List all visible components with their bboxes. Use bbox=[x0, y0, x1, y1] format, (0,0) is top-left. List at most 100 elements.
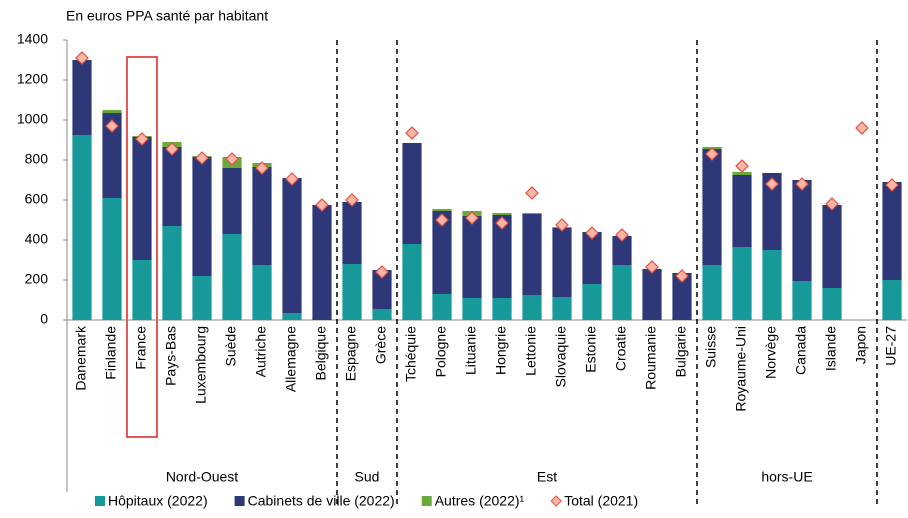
total-marker bbox=[315, 198, 329, 212]
x-tick-label: Japon bbox=[853, 326, 869, 364]
x-tick-label: Canada bbox=[793, 326, 809, 375]
bar-segment bbox=[282, 178, 302, 313]
x-tick-label: Allemagne bbox=[283, 326, 299, 392]
total-marker bbox=[405, 126, 419, 140]
bar-segment bbox=[162, 147, 182, 226]
legend-swatch bbox=[234, 496, 245, 506]
x-tick-label: Roumanie bbox=[643, 326, 659, 390]
bar-segment bbox=[492, 298, 512, 320]
x-tick-label: Tchéquie bbox=[403, 326, 419, 382]
y-tick-label: 200 bbox=[25, 271, 49, 287]
bar-segment bbox=[792, 281, 812, 320]
bar-segment bbox=[342, 202, 362, 264]
x-tick-label: Islande bbox=[823, 326, 839, 371]
total-marker bbox=[585, 226, 599, 240]
x-tick-label: Pologne bbox=[433, 326, 449, 378]
bar-segment bbox=[822, 205, 842, 288]
bar-segment bbox=[702, 265, 722, 320]
bar-segment bbox=[732, 172, 752, 175]
legend-swatch bbox=[95, 496, 105, 506]
y-tick-label: 0 bbox=[40, 311, 48, 327]
total-marker bbox=[765, 177, 779, 191]
bar-segment bbox=[642, 269, 662, 320]
bar-segment bbox=[462, 298, 482, 320]
total-marker bbox=[285, 172, 299, 186]
bar-segment bbox=[222, 234, 242, 320]
x-tick-label: Royaume-Uni bbox=[733, 326, 749, 412]
total-marker bbox=[675, 269, 689, 283]
total-marker bbox=[375, 265, 389, 279]
x-tick-label: Suède bbox=[223, 326, 239, 367]
x-tick-label: Estonie bbox=[583, 326, 599, 373]
total-marker bbox=[885, 178, 899, 192]
x-tick-label: Lituanie bbox=[463, 326, 479, 375]
bar-segment bbox=[492, 215, 512, 298]
bar-segment bbox=[522, 295, 542, 320]
bar-segment bbox=[582, 284, 602, 320]
x-tick-label: Danemark bbox=[73, 325, 89, 391]
bar-segment bbox=[432, 209, 452, 211]
y-tick-label: 400 bbox=[25, 231, 49, 247]
bar-segment bbox=[762, 250, 782, 320]
bar-segment bbox=[882, 280, 902, 320]
bar-segment bbox=[432, 294, 452, 320]
group-label: Sud bbox=[355, 469, 380, 485]
x-tick-label: Suisse bbox=[703, 326, 719, 368]
total-marker bbox=[165, 142, 179, 156]
bar-segment bbox=[492, 213, 512, 215]
bar-segment bbox=[132, 260, 152, 320]
bar-segment bbox=[702, 149, 722, 265]
bar-segment bbox=[402, 143, 422, 244]
x-tick-label: Slovaquie bbox=[553, 326, 569, 388]
x-tick-label: France bbox=[133, 326, 149, 370]
bar-segment bbox=[72, 60, 92, 135]
bar-segment bbox=[552, 297, 572, 320]
y-tick-label: 800 bbox=[25, 151, 49, 167]
y-tick-label: 600 bbox=[25, 191, 49, 207]
bar-segment bbox=[402, 244, 422, 320]
x-tick-label: Lettonie bbox=[523, 326, 539, 376]
x-tick-label: Belgique bbox=[313, 326, 329, 381]
bar-segment bbox=[192, 157, 212, 276]
total-marker bbox=[435, 213, 449, 227]
bar-segment bbox=[312, 205, 332, 320]
legend-marker bbox=[550, 495, 562, 507]
bar-segment bbox=[522, 214, 542, 295]
total-marker bbox=[735, 159, 749, 173]
legend-label: Total (2021) bbox=[564, 493, 638, 509]
legend-label: Cabinets de ville (2022) bbox=[248, 493, 395, 509]
bar-segment bbox=[612, 236, 632, 265]
total-marker bbox=[195, 151, 209, 165]
x-tick-label: Grèce bbox=[373, 326, 389, 364]
total-marker bbox=[855, 121, 869, 135]
total-marker bbox=[345, 193, 359, 207]
x-tick-label: Autriche bbox=[253, 326, 269, 378]
legend-label: Hôpitaux (2022) bbox=[108, 493, 208, 509]
total-marker bbox=[75, 51, 89, 65]
bar-segment bbox=[522, 213, 542, 214]
bar-segment bbox=[102, 198, 122, 320]
bar-segment bbox=[672, 273, 692, 320]
bar-segment bbox=[822, 288, 842, 320]
bar-segment bbox=[762, 173, 782, 250]
bar-segment bbox=[102, 113, 122, 198]
bar-segment bbox=[252, 167, 272, 265]
x-tick-label: Croatie bbox=[613, 326, 629, 371]
bar-segment bbox=[612, 265, 632, 320]
total-marker bbox=[135, 132, 149, 146]
bar-segment bbox=[72, 135, 92, 320]
axis-label: En euros PPA santé par habitant bbox=[66, 8, 268, 24]
total-marker bbox=[465, 211, 479, 225]
group-label: Est bbox=[537, 469, 557, 485]
bar-segment bbox=[732, 247, 752, 320]
bar-segment bbox=[132, 137, 152, 260]
bar-segment bbox=[252, 265, 272, 320]
total-marker bbox=[255, 161, 269, 175]
y-tick-label: 1400 bbox=[17, 31, 48, 47]
x-tick-label: Espagne bbox=[343, 326, 359, 381]
bar-segment bbox=[552, 228, 572, 297]
bar-segment bbox=[222, 168, 242, 234]
total-marker bbox=[555, 218, 569, 232]
bar-segment bbox=[162, 226, 182, 320]
